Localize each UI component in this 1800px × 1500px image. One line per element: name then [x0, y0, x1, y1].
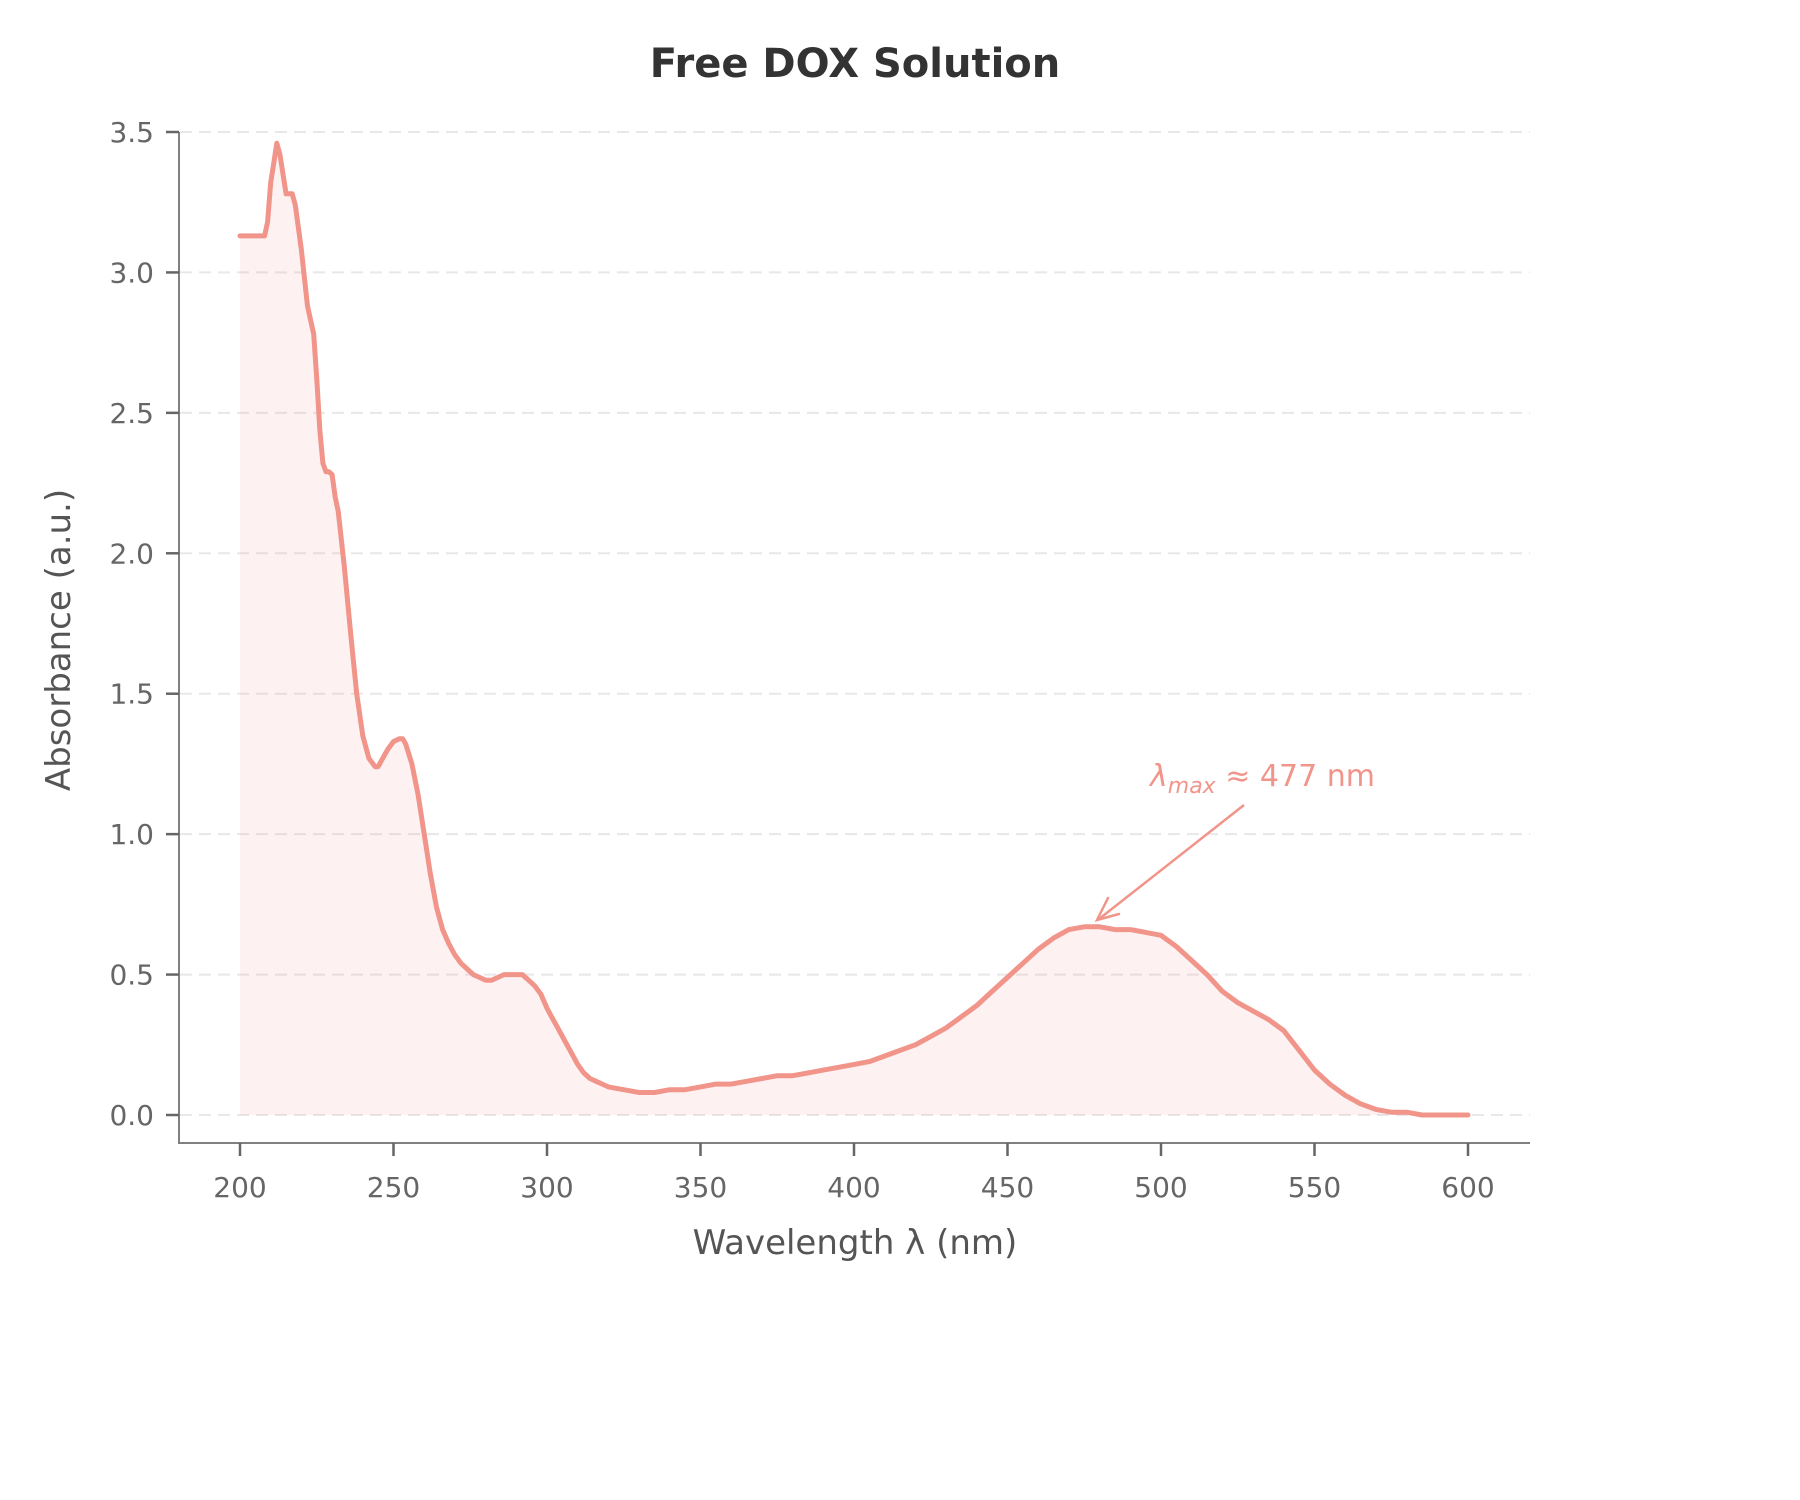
x-axis-ticks: 200 250 300 350 400 450 500 550 600: [213, 1143, 1495, 1204]
y-tick-label: 1.0: [109, 818, 154, 851]
x-tick-label: 450: [981, 1171, 1034, 1204]
x-tick-label: 500: [1134, 1171, 1187, 1204]
chart-title: Free DOX Solution: [650, 41, 1061, 87]
x-tick-label: 600: [1441, 1171, 1494, 1204]
y-tick-label: 1.5: [109, 678, 154, 711]
x-axis-label: Wavelength λ (nm): [693, 1223, 1018, 1263]
y-gridlines: [180, 131, 1530, 1116]
y-axis-label: Absorbance (a.u.): [39, 489, 79, 791]
y-tick-label: 3.0: [109, 256, 154, 289]
absorbance-fill-area: [240, 143, 1468, 1115]
y-axis-ticks: 0.0 0.5 1.0 1.5 2.0 2.5 3.0 3.5: [109, 116, 179, 1132]
annotation-text: λmax ≈ 477 nm: [1148, 759, 1375, 799]
x-tick-label: 550: [1288, 1171, 1341, 1204]
annotation-arrow-line: [1098, 804, 1245, 920]
x-tick-label: 300: [520, 1171, 573, 1204]
x-tick-label: 200: [213, 1171, 266, 1204]
lambda-max-annotation: λmax ≈ 477 nm: [1094, 759, 1375, 922]
x-tick-label: 400: [827, 1171, 880, 1204]
y-tick-label: 2.5: [109, 397, 154, 430]
x-tick-label: 250: [367, 1171, 420, 1204]
y-tick-label: 3.5: [109, 116, 154, 149]
annotation-arrowhead-icon: [1094, 896, 1121, 922]
y-tick-label: 0.5: [109, 959, 154, 992]
x-tick-label: 350: [674, 1171, 727, 1204]
y-tick-label: 2.0: [109, 537, 154, 570]
absorbance-line: [237, 140, 1471, 1118]
y-tick-label: 0.0: [109, 1099, 154, 1132]
